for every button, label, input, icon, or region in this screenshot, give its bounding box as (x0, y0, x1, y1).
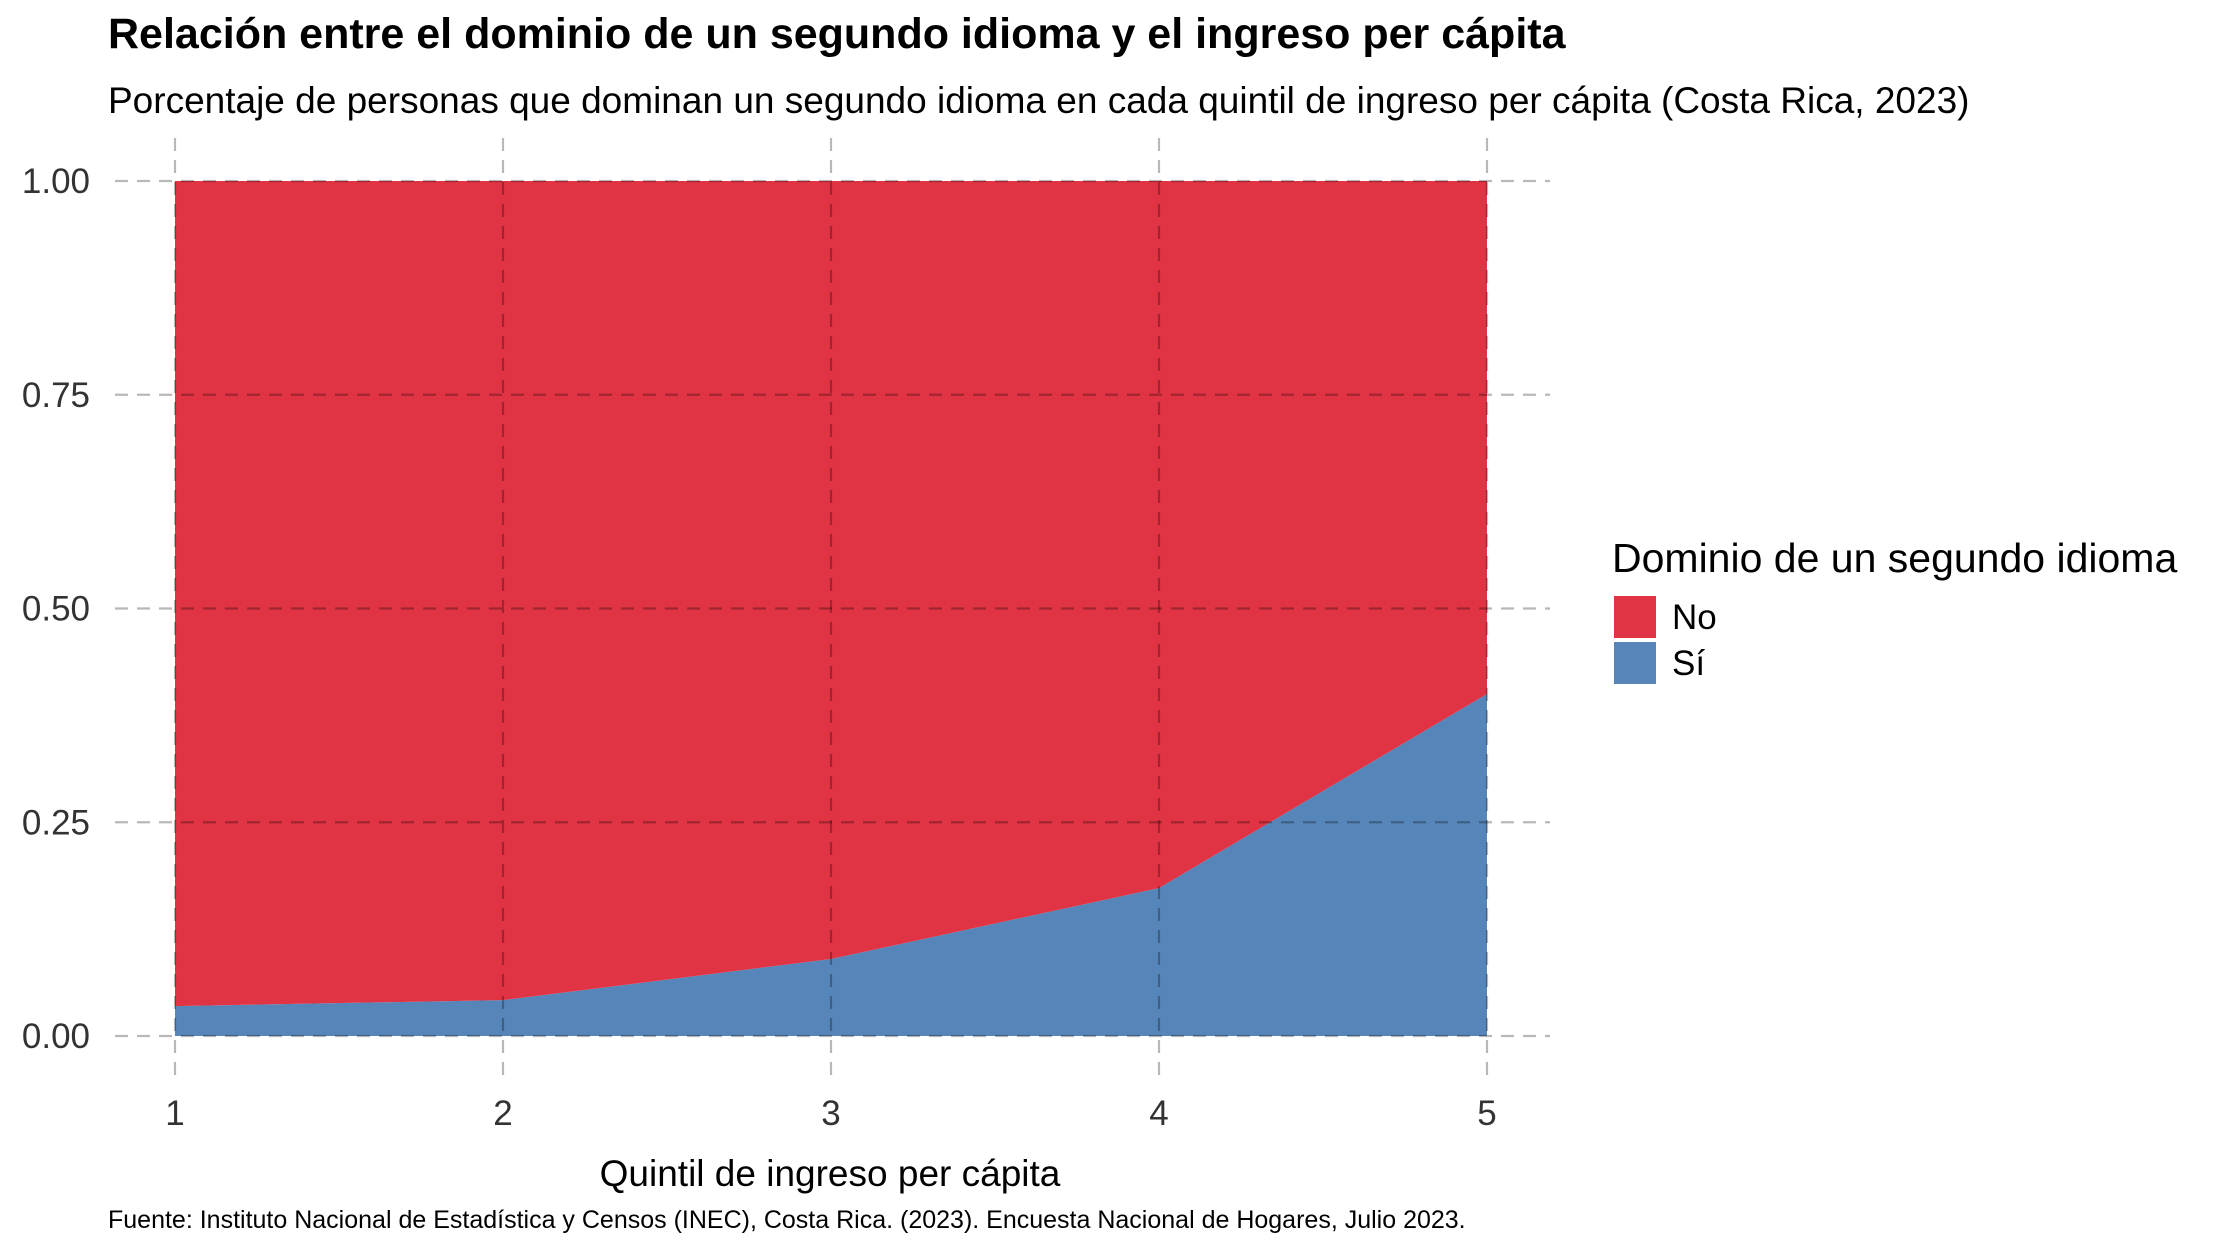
legend-swatch (1614, 642, 1656, 684)
x-tick-label: 3 (821, 1094, 840, 1133)
y-tick-label: 1.00 (22, 162, 90, 201)
y-tick-label: 0.00 (22, 1017, 90, 1056)
y-tick-label: 0.50 (22, 590, 90, 629)
chart-title: Relación entre el dominio de un segundo … (108, 10, 1566, 58)
legend-label: No (1672, 598, 1717, 637)
legend-items: No Sí (1614, 596, 1717, 684)
legend-label: Sí (1672, 644, 1705, 683)
y-tick-label: 0.25 (22, 803, 90, 842)
chart-subtitle: Porcentaje de personas que dominan un se… (108, 80, 1970, 121)
chart-caption: Fuente: Instituto Nacional de Estadístic… (108, 1206, 1466, 1234)
area-layer (175, 181, 1487, 1036)
y-axis: 0.00 0.25 0.50 0.75 1.00 (22, 162, 90, 1056)
area-series-1 (175, 181, 1487, 1007)
x-tick-label: 1 (165, 1094, 184, 1133)
x-axis-title: Quintil de ingreso per cápita (600, 1153, 1061, 1194)
y-tick-label: 0.75 (22, 376, 90, 415)
grid-layer (115, 138, 1550, 1078)
x-tick-label: 4 (1149, 1094, 1168, 1133)
x-tick-label: 2 (493, 1094, 512, 1133)
legend: Dominio de un segundo idioma No Sí (1612, 535, 2177, 684)
area-series-0 (175, 694, 1487, 1036)
x-tick-label: 5 (1477, 1094, 1496, 1133)
x-axis: 1 2 3 4 5 (165, 1094, 1496, 1133)
legend-swatch (1614, 596, 1656, 638)
legend-title: Dominio de un segundo idioma (1612, 535, 2177, 581)
